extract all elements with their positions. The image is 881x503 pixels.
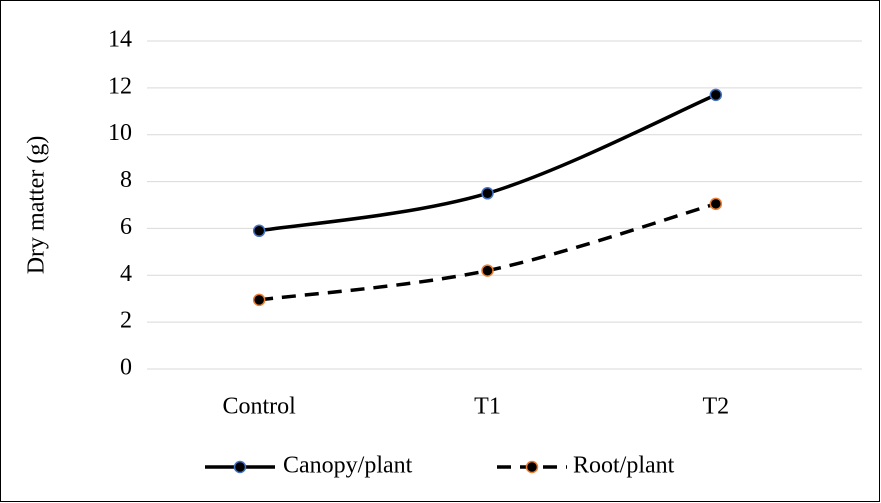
y-tick-label: 4 xyxy=(120,261,132,287)
y-tick-label: 10 xyxy=(108,120,132,146)
legend-label: Canopy/plant xyxy=(283,453,413,479)
marker xyxy=(481,264,494,277)
marker xyxy=(252,293,266,307)
x-tick-label: T1 xyxy=(474,394,501,420)
y-tick-label: 14 xyxy=(108,27,132,53)
y-axis-label: Dry matter (g) xyxy=(24,136,50,275)
x-tick-label: T2 xyxy=(702,394,729,420)
y-tick-label: 0 xyxy=(120,355,132,381)
legend-label: Root/plant xyxy=(573,453,675,479)
marker xyxy=(252,224,266,238)
marker xyxy=(481,187,494,200)
y-tick-label: 6 xyxy=(120,214,132,240)
marker xyxy=(709,197,723,211)
marker xyxy=(709,88,723,102)
y-tick-label: 2 xyxy=(120,308,132,334)
y-tick-label: 12 xyxy=(108,73,132,99)
y-tick-label: 8 xyxy=(120,167,132,193)
x-tick-label: Control xyxy=(222,394,296,420)
legend-marker xyxy=(525,460,539,474)
legend-marker xyxy=(233,460,247,474)
